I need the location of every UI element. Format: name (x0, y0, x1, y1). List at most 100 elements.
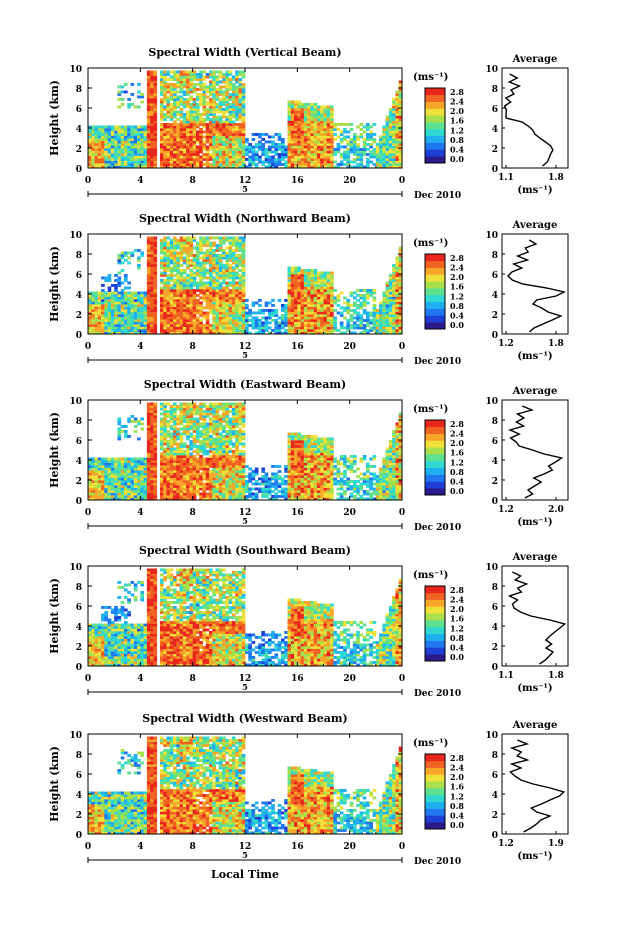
heatmap-cell (212, 324, 216, 327)
heatmap-cell (395, 163, 400, 166)
heatmap-cell (179, 70, 184, 74)
heatmap-cell (382, 148, 387, 151)
heatmap-cell (114, 309, 118, 312)
heatmap-cell (114, 158, 118, 161)
heatmap-cell (195, 311, 200, 315)
heatmap-cell (228, 244, 233, 247)
heatmap-cell (228, 130, 233, 134)
heatmap-cell (195, 249, 200, 252)
heatmap-cell (146, 73, 151, 76)
heatmap-cell (379, 155, 383, 159)
heatmap-cell (212, 256, 216, 260)
heatmap-cell (310, 284, 315, 287)
heatmap-cell (284, 329, 288, 332)
heatmap-cell (362, 326, 367, 330)
heatmap-cell (199, 274, 203, 277)
heatmap-cell (303, 158, 308, 161)
heatmap-cell (398, 155, 403, 159)
heatmap-cell (215, 148, 220, 151)
heatmap-cell (146, 405, 151, 408)
heatmap-cell (195, 153, 200, 156)
heatmap-cell (362, 138, 367, 141)
heatmap-cell (94, 324, 99, 327)
heatmap-cell (212, 301, 216, 305)
heatmap-cell (372, 163, 377, 166)
heatmap-cell (392, 105, 396, 109)
heatmap-cell (166, 244, 171, 247)
heatmap-cell (173, 294, 177, 297)
heatmap-cell (133, 462, 138, 466)
heatmap-cell (280, 324, 285, 327)
heatmap-cell (326, 138, 331, 141)
heatmap-cell (123, 495, 128, 498)
heatmap-cell (330, 158, 334, 161)
heatmap-cell (366, 316, 370, 320)
heatmap-cell (140, 93, 144, 96)
heatmap-cell (225, 130, 230, 134)
heatmap-cell (379, 153, 383, 156)
heatmap-cell (277, 145, 282, 149)
heatmap-cell (316, 133, 321, 136)
heatmap-cell (150, 160, 154, 164)
heatmap-cell (303, 331, 308, 335)
heatmap-cell (300, 299, 305, 302)
heatmap-cell (120, 425, 125, 428)
heatmap-cell (310, 120, 315, 124)
heatmap-cell (153, 105, 158, 109)
heatmap-cell (150, 405, 154, 408)
heatmap-cell (146, 301, 151, 305)
heatmap-cell (297, 299, 301, 302)
heatmap-cell (398, 118, 403, 121)
heatmap-cell (150, 259, 154, 262)
heatmap-cell (231, 311, 236, 315)
heatmap-cell (385, 148, 390, 151)
heatmap-cell (313, 108, 318, 111)
heatmap-cell (231, 241, 236, 245)
heatmap-cell (297, 115, 301, 119)
heatmap-cell (189, 115, 194, 119)
heatmap-cell (137, 304, 141, 307)
heatmap-cell (212, 306, 216, 310)
heatmap-cell (146, 110, 151, 114)
heatmap-cell (388, 148, 393, 151)
heatmap-cell (225, 148, 230, 151)
heatmap-cell (120, 281, 125, 285)
heatmap-cell (192, 331, 197, 335)
heatmap-cell (186, 90, 190, 94)
heatmap-cell (114, 482, 118, 486)
heatmap-cell (146, 130, 151, 134)
heatmap-cell (123, 296, 128, 300)
heatmap-cell (238, 261, 243, 265)
heatmap-cell (320, 324, 324, 327)
heatmap-cell (225, 120, 230, 124)
heatmap-cell (310, 110, 315, 114)
heatmap-cell (382, 150, 387, 154)
heatmap-cell (153, 236, 158, 240)
heatmap-cell (130, 331, 135, 335)
heatmap-cell (241, 98, 246, 101)
heatmap-cell (120, 470, 125, 473)
colorbar-tick-label: 2.4 (450, 97, 464, 107)
heatmap-cell (235, 108, 239, 111)
heatmap-cell (271, 160, 275, 164)
heatmap-cell (218, 254, 223, 257)
heatmap-cell (205, 241, 210, 245)
heatmap-cell (238, 241, 243, 245)
heatmap-cell (290, 326, 295, 330)
heatmap-cell (186, 266, 190, 270)
heatmap-cell (385, 158, 390, 161)
heatmap-cell (173, 311, 177, 315)
heatmap-cell (186, 70, 190, 74)
heatmap-cell (215, 301, 220, 305)
heatmap-cell (146, 291, 151, 295)
heatmap-cell (245, 153, 249, 156)
heatmap-cell (153, 163, 158, 166)
heatmap-cell (388, 281, 393, 285)
heatmap-cell (382, 296, 387, 300)
heatmap-cell (186, 163, 190, 166)
heatmap-cell (195, 306, 200, 310)
heatmap-cell (212, 304, 216, 307)
heatmap-cell (104, 145, 109, 149)
heatmap-cell (186, 264, 190, 267)
heatmap-cell (248, 158, 252, 161)
